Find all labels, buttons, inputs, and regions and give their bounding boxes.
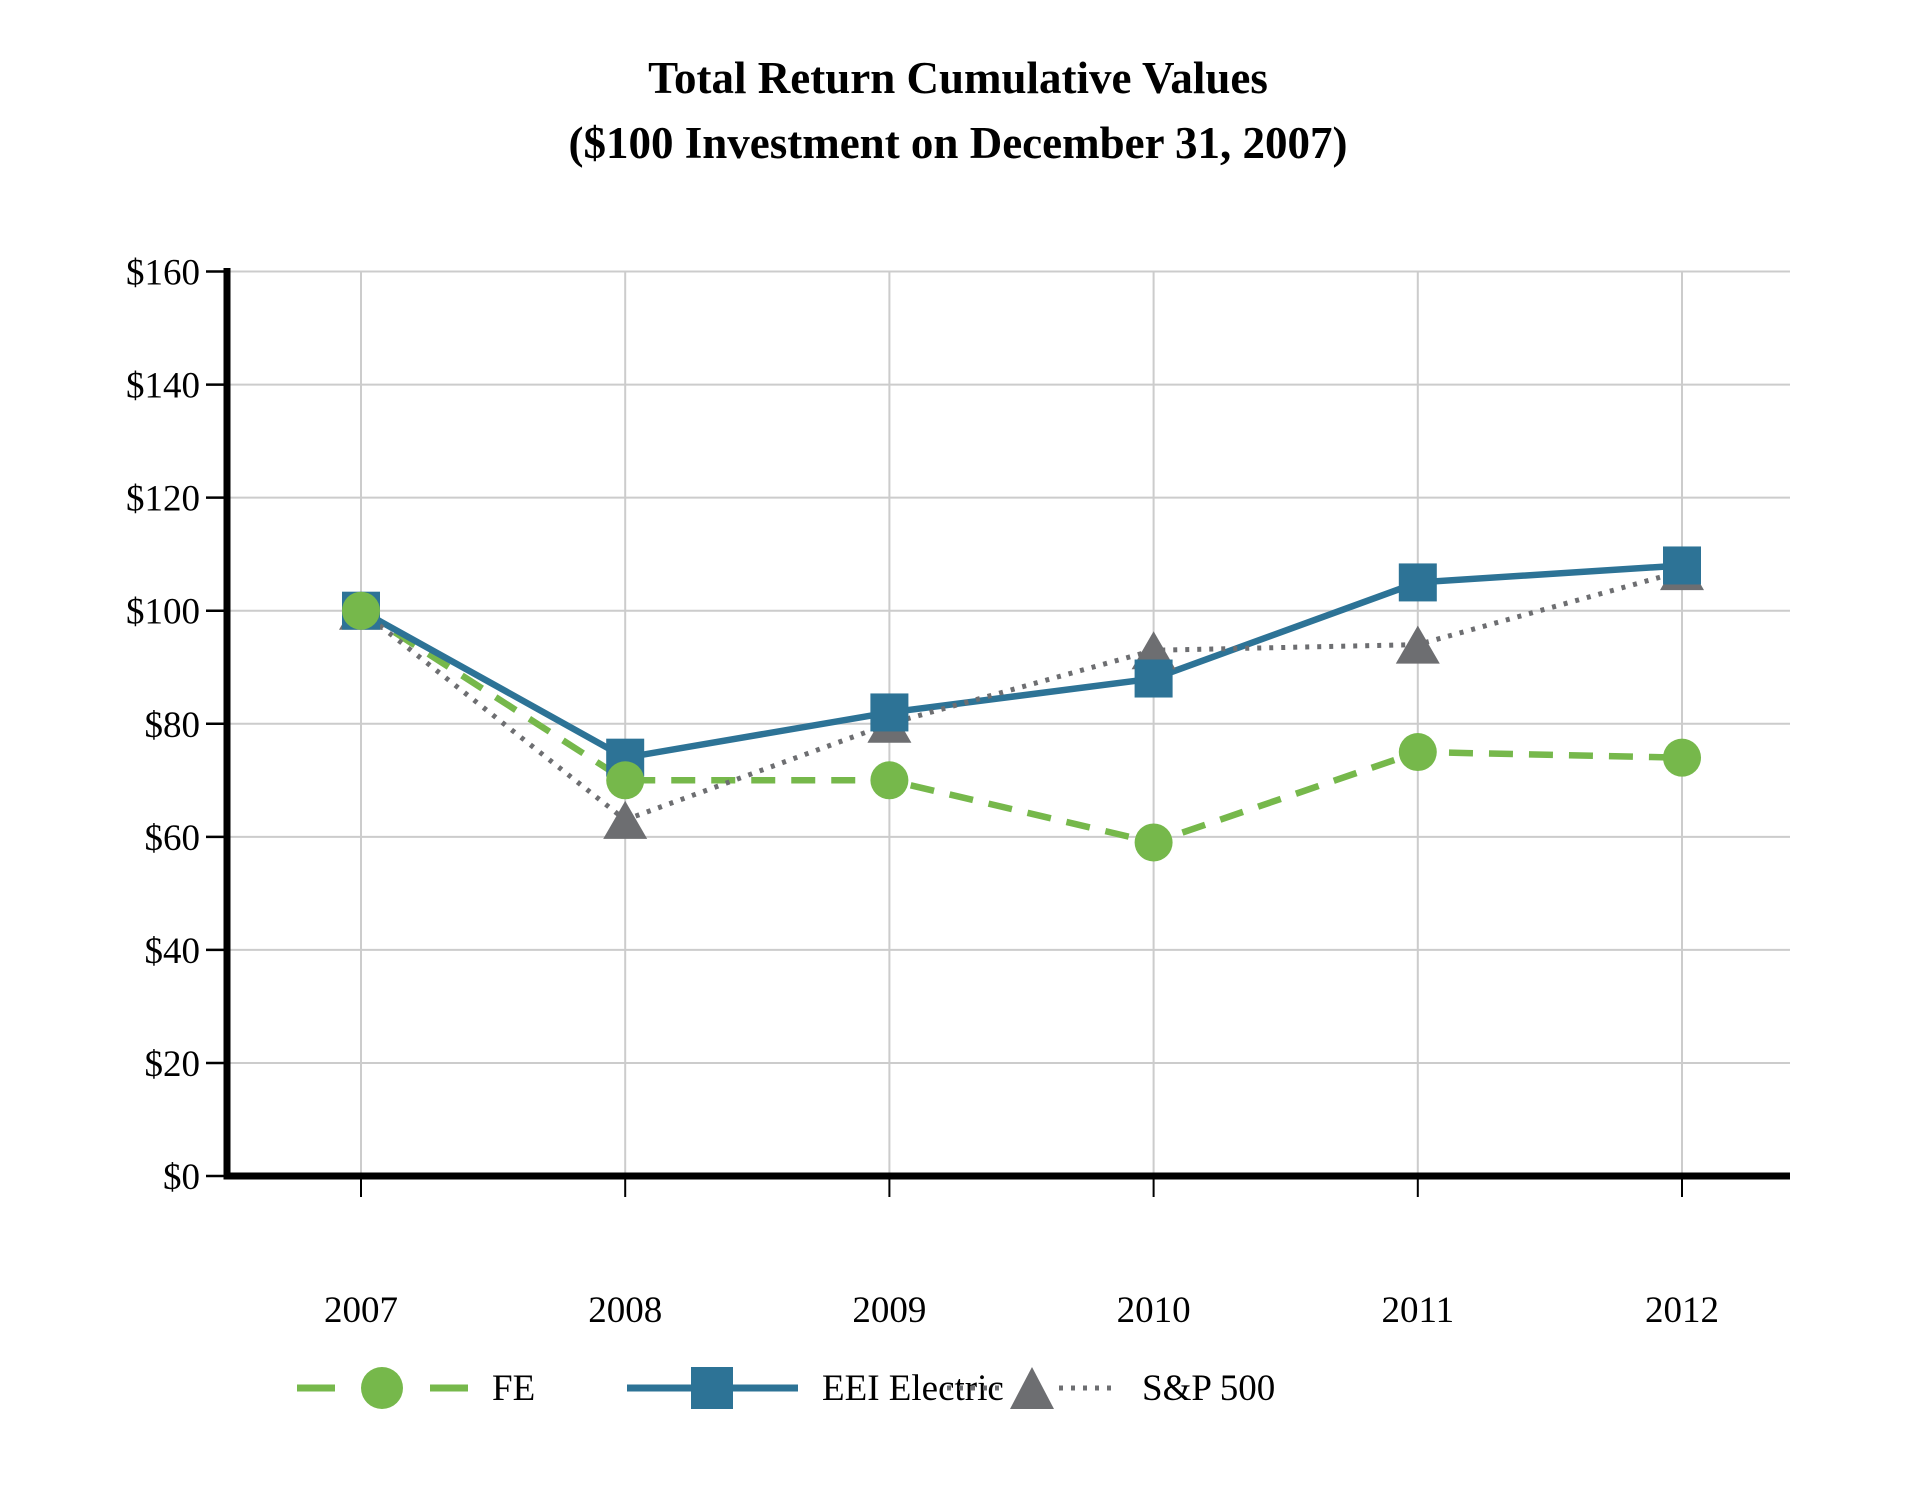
y-tick-label: $80: [145, 705, 201, 746]
y-tick-label: $140: [126, 366, 200, 407]
sp500-legend-marker-icon: [947, 1367, 1118, 1409]
chart-title-line2: ($100 Investment on December 31, 2007): [568, 118, 1348, 169]
fe-legend-marker-icon: [297, 1367, 468, 1409]
eei-electric-marker-2010: [1134, 659, 1173, 698]
fe-marker-2008: [606, 761, 645, 800]
x-tick-label: 2009: [852, 1290, 926, 1331]
s-p-500-marker-2008: [603, 800, 648, 839]
x-tick-label: 2007: [324, 1290, 398, 1331]
fe-marker-2012: [1663, 738, 1701, 777]
y-tick-label: $120: [126, 479, 200, 520]
y-tick-label: $160: [126, 253, 200, 294]
fe-line: [359, 607, 1683, 846]
legend-item-fe: FE: [295, 1358, 535, 1418]
legend-item-sp500: S&P 500: [945, 1358, 1275, 1418]
y-tick-label: $0: [163, 1157, 200, 1198]
eei-electric-marker-2012: [1663, 546, 1701, 585]
eei-electric-marker-2009: [870, 693, 909, 732]
fe-marker-2011: [1398, 733, 1437, 772]
x-tick-label: 2011: [1381, 1290, 1454, 1331]
y-tick-label: $100: [126, 592, 200, 633]
fe-marker-2007: [342, 591, 380, 630]
s-p-500-marker-2011: [1395, 625, 1440, 664]
y-tick-label: $20: [145, 1044, 201, 1085]
legend-label-fe: FE: [492, 1367, 536, 1409]
eei-electric-marker-2011: [1398, 563, 1437, 602]
x-tick-label: 2008: [588, 1290, 662, 1331]
legend-label-sp500: S&P 500: [1142, 1367, 1276, 1409]
s-p-500-line: [359, 568, 1683, 823]
y-tick-label: $40: [145, 931, 201, 972]
chart-title-line1: Total Return Cumulative Values: [648, 53, 1268, 103]
eei-legend-marker-icon: [627, 1367, 798, 1409]
fe-marker-2010: [1134, 823, 1173, 862]
x-tick-label: 2012: [1645, 1290, 1719, 1331]
eei-electric-line: [359, 562, 1683, 762]
x-tick-label: 2010: [1117, 1290, 1191, 1331]
chart-legend: FE EEI Electric S&P 500: [0, 1358, 1916, 1418]
fe-marker-2009: [870, 761, 909, 800]
y-tick-label: $60: [145, 818, 201, 859]
chart-title: Total Return Cumulative Values ($100 Inv…: [0, 46, 1916, 177]
